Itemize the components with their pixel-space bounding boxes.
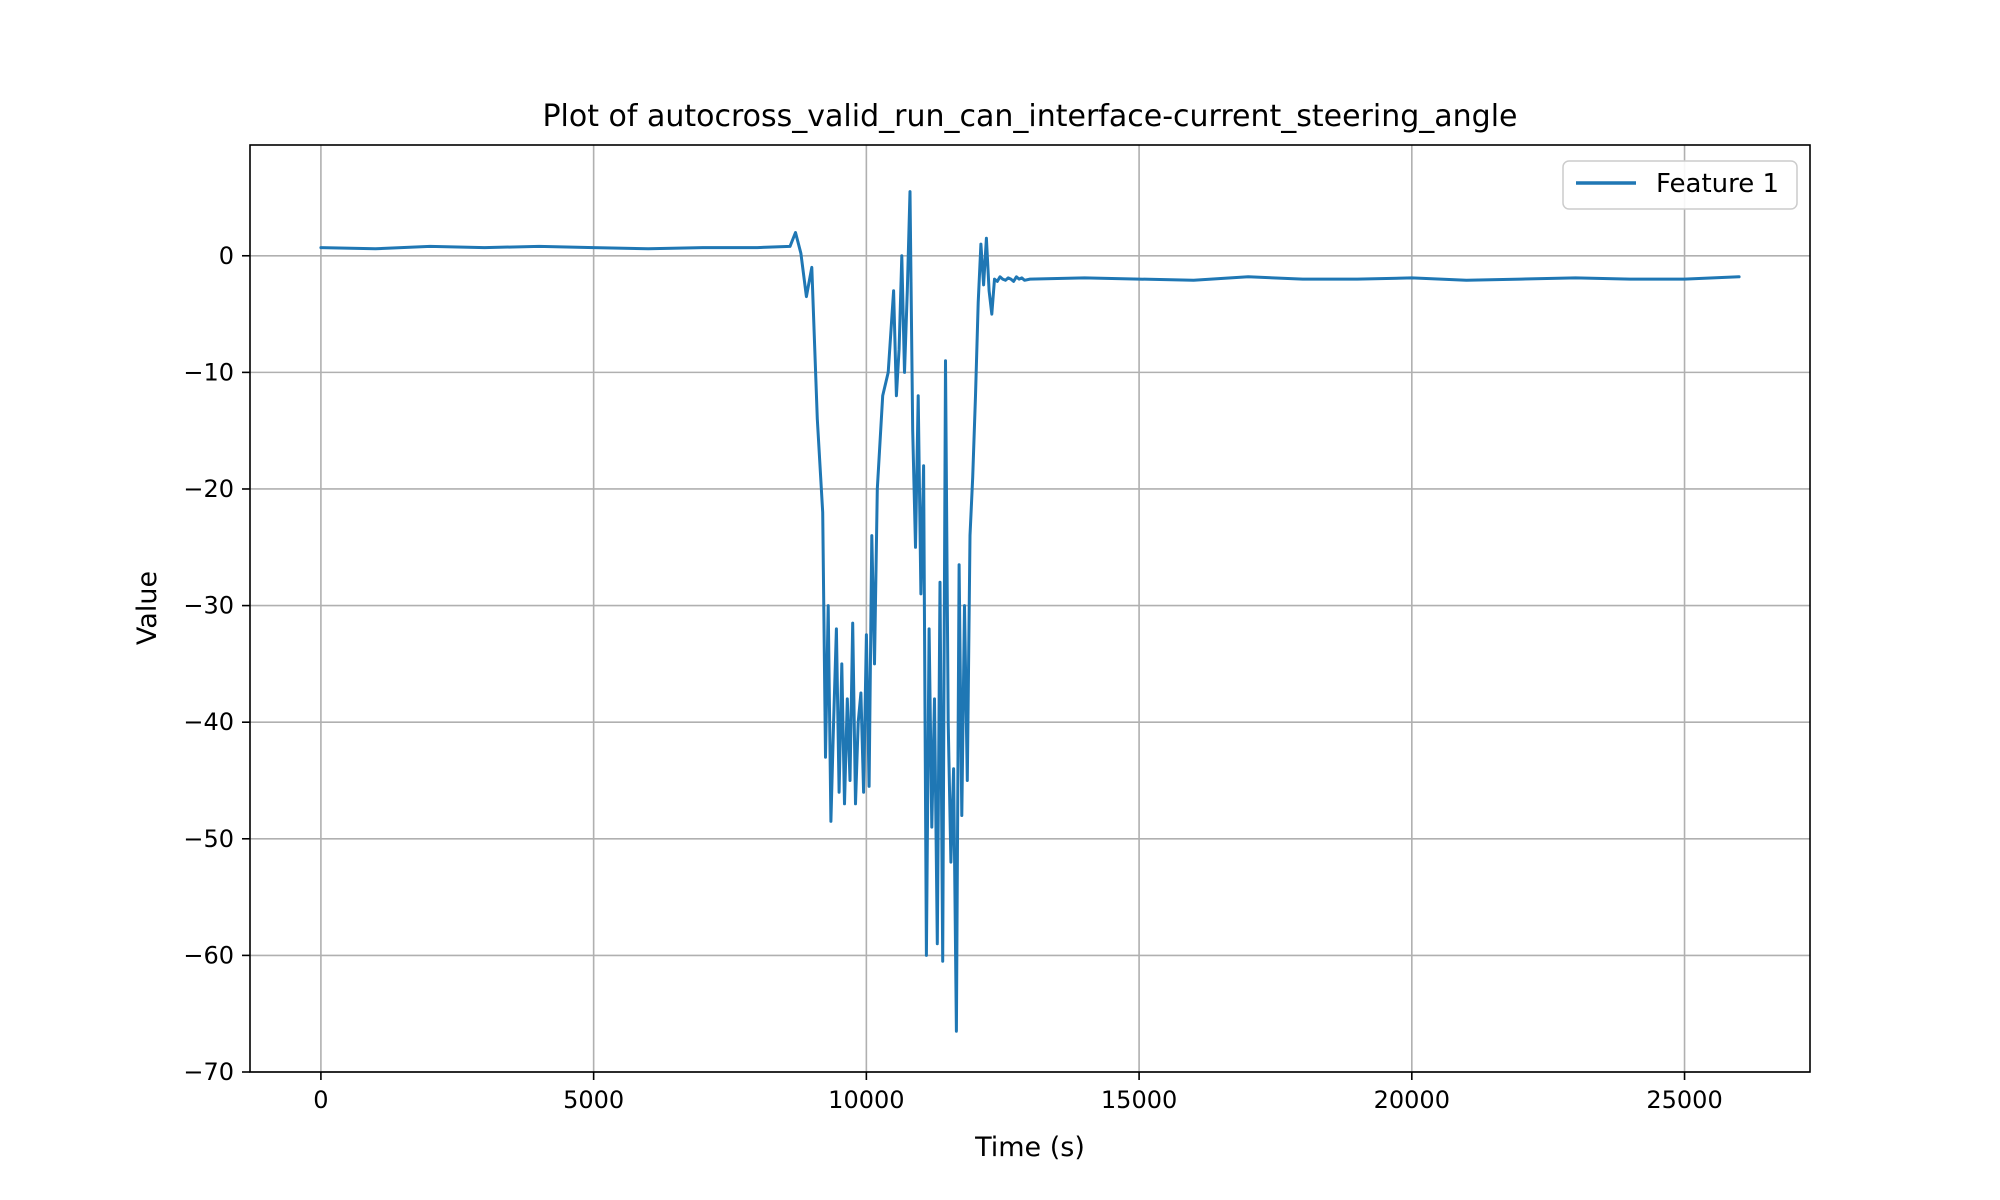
legend: Feature 1 <box>1562 160 1798 210</box>
x-axis-label: Time (s) <box>974 1132 1085 1163</box>
legend-box <box>1562 160 1798 210</box>
plot-area <box>250 145 1810 1072</box>
y-axis: 0 −10 −20 −30 −40 −50 −60 −70 <box>183 242 250 1086</box>
x-tick-label: 15000 <box>1101 1086 1177 1114</box>
x-tick-label: 20000 <box>1374 1086 1450 1114</box>
y-tick-label: −70 <box>183 1058 234 1086</box>
x-tick-label: 0 <box>313 1086 328 1114</box>
y-tick-label: −20 <box>183 475 234 503</box>
legend-label: Feature 1 <box>1656 169 1779 199</box>
x-tick-label: 25000 <box>1646 1086 1722 1114</box>
series-layer <box>319 190 1741 1033</box>
plot-frame <box>249 144 1811 1073</box>
y-axis-label: Value <box>132 571 163 645</box>
x-tick-label: 5000 <box>563 1086 624 1114</box>
x-tick-label: 10000 <box>828 1086 904 1114</box>
chart-title: Plot of autocross_valid_run_can_interfac… <box>542 99 1517 134</box>
series-line-feature-1 <box>319 190 1741 1033</box>
y-tick-label: −30 <box>183 592 234 620</box>
y-tick-label: −50 <box>183 825 234 853</box>
x-axis: 0 5000 10000 15000 20000 25000 <box>313 1072 1723 1114</box>
y-tick-label: −40 <box>183 708 234 736</box>
y-tick-label: 0 <box>219 242 234 270</box>
y-tick-label: −60 <box>183 941 234 969</box>
y-tick-label: −10 <box>183 358 234 386</box>
